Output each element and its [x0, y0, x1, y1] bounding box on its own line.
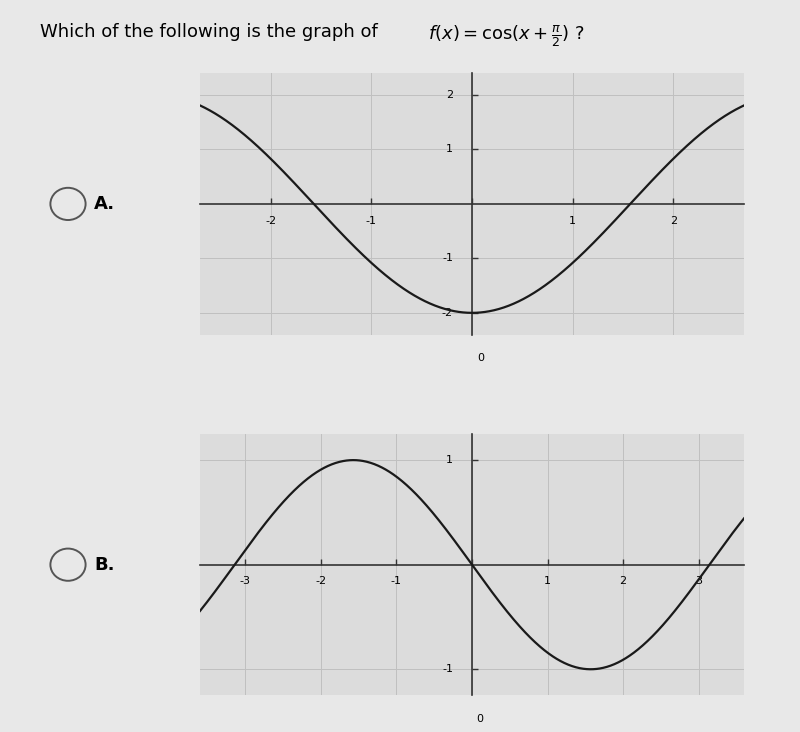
- Text: 1: 1: [544, 577, 551, 586]
- Text: 1: 1: [446, 144, 453, 154]
- Text: $f(x) = \cos(x+\frac{\pi}{2})$ ?: $f(x) = \cos(x+\frac{\pi}{2})$ ?: [428, 23, 585, 49]
- Text: 0: 0: [476, 714, 482, 724]
- Text: 2: 2: [446, 90, 453, 100]
- Text: B.: B.: [94, 556, 115, 574]
- Text: 3: 3: [695, 577, 702, 586]
- Text: 1: 1: [570, 216, 576, 225]
- Text: -1: -1: [366, 216, 377, 225]
- Text: -1: -1: [442, 664, 453, 674]
- Text: 1: 1: [446, 455, 453, 465]
- Text: -2: -2: [265, 216, 276, 225]
- Text: -1: -1: [442, 253, 453, 264]
- Text: A.: A.: [94, 195, 115, 213]
- Text: -1: -1: [391, 577, 402, 586]
- Text: 2: 2: [670, 216, 677, 225]
- Text: -2: -2: [315, 577, 326, 586]
- Text: 2: 2: [619, 577, 626, 586]
- Text: Which of the following is the graph of: Which of the following is the graph of: [40, 23, 383, 42]
- Text: -3: -3: [240, 577, 251, 586]
- Text: 0: 0: [477, 353, 484, 363]
- Text: -2: -2: [442, 308, 453, 318]
